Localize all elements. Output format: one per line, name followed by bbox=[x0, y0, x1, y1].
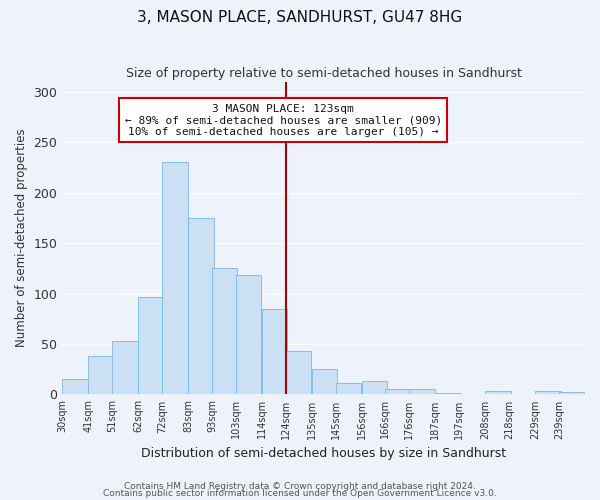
Bar bbox=[212, 268, 238, 394]
Title: Size of property relative to semi-detached houses in Sandhurst: Size of property relative to semi-detach… bbox=[126, 68, 521, 80]
Bar bbox=[88, 356, 114, 395]
Bar bbox=[485, 392, 511, 394]
Bar bbox=[286, 351, 311, 395]
Bar bbox=[559, 392, 584, 394]
Bar bbox=[262, 308, 287, 394]
Bar bbox=[112, 341, 137, 394]
Bar bbox=[385, 390, 411, 394]
Bar bbox=[312, 369, 337, 394]
Bar bbox=[139, 296, 164, 394]
Bar bbox=[362, 382, 387, 394]
Bar bbox=[409, 390, 434, 394]
Text: 3 MASON PLACE: 123sqm
← 89% of semi-detached houses are smaller (909)
10% of sem: 3 MASON PLACE: 123sqm ← 89% of semi-deta… bbox=[125, 104, 442, 137]
X-axis label: Distribution of semi-detached houses by size in Sandhurst: Distribution of semi-detached houses by … bbox=[141, 447, 506, 460]
Bar bbox=[62, 380, 88, 394]
Text: Contains public sector information licensed under the Open Government Licence v3: Contains public sector information licen… bbox=[103, 489, 497, 498]
Bar bbox=[188, 218, 214, 394]
Text: 3, MASON PLACE, SANDHURST, GU47 8HG: 3, MASON PLACE, SANDHURST, GU47 8HG bbox=[137, 10, 463, 25]
Bar bbox=[535, 392, 560, 394]
Bar bbox=[162, 162, 188, 394]
Bar bbox=[335, 384, 361, 394]
Y-axis label: Number of semi-detached properties: Number of semi-detached properties bbox=[15, 128, 28, 348]
Bar bbox=[236, 276, 261, 394]
Text: Contains HM Land Registry data © Crown copyright and database right 2024.: Contains HM Land Registry data © Crown c… bbox=[124, 482, 476, 491]
